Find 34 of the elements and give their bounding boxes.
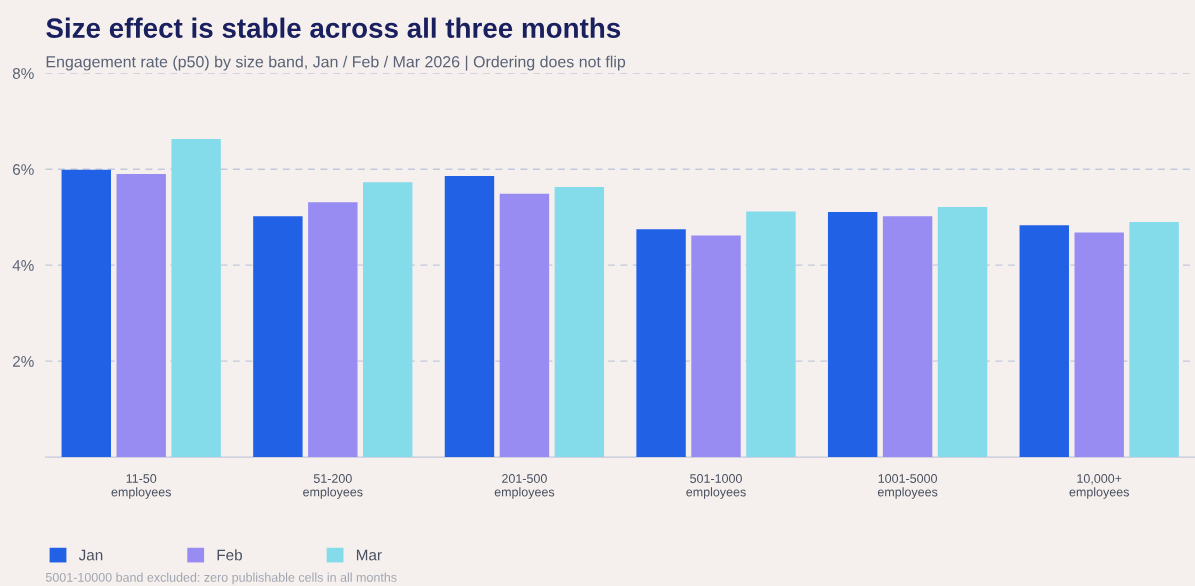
legend-label: Feb [217, 549, 242, 561]
x-tick-label: 201-500 employees [494, 474, 555, 499]
bar [61, 169, 111, 458]
bar [882, 216, 933, 458]
legend-label: Jan [78, 549, 103, 561]
legend-label: Mar [356, 549, 382, 561]
bar [1129, 221, 1179, 458]
y-tick-label: 8% [12, 68, 34, 79]
bar [1074, 232, 1124, 458]
bar [116, 174, 166, 458]
bar [636, 229, 686, 458]
bar [691, 235, 741, 458]
y-tick-label: 6% [12, 164, 34, 175]
bar [554, 186, 605, 458]
bar [827, 211, 878, 458]
chart-title: Size effect is stable across all three months [46, 17, 621, 38]
bar [746, 211, 796, 458]
text: 5001-10000 band excluded: zero publishable cells in all months [45, 572, 397, 585]
y-tick-label: 4% [12, 260, 34, 271]
bar [444, 175, 495, 458]
x-tick-label: 501-1000 employees [686, 474, 746, 499]
chart-subtitle: Engagement rate (p50) by size band, Jan / Feb / Mar 2026 | Ordering does not flip [46, 55, 626, 71]
x-tick-label: 10,000+ employees [1069, 474, 1129, 499]
bar [363, 182, 413, 458]
bar [308, 202, 358, 458]
y-tick-label: 2% [12, 355, 34, 367]
x-tick-label: 51-200 employees [303, 474, 363, 499]
bar [1019, 225, 1069, 458]
bar [937, 207, 988, 458]
bar [171, 138, 221, 458]
x-tick-label: 1001-5000 employees [877, 474, 938, 499]
x-tick-label: 11-50 employees [111, 474, 171, 499]
bar [253, 216, 303, 458]
bar [499, 193, 550, 458]
